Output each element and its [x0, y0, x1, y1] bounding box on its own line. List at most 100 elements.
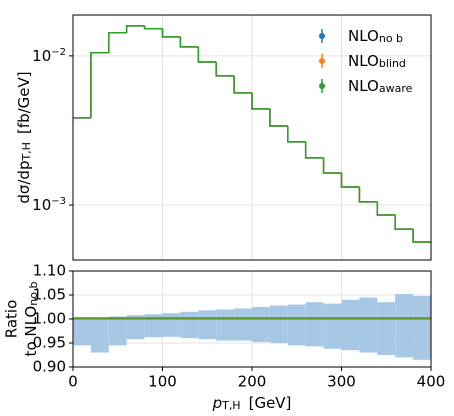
step: [179, 36, 199, 48]
step: [358, 187, 378, 203]
tick-base: 10: [32, 46, 51, 64]
y-axis-label: dσ/dpT,H [fb/GeV]: [15, 71, 34, 203]
x-tick-label: 0: [68, 373, 78, 391]
legend-label: NLOaware: [348, 77, 413, 96]
step: [394, 215, 414, 230]
step: [322, 157, 342, 174]
y-label-main: dσ/dp: [15, 161, 33, 204]
step: [394, 215, 414, 230]
uncertainty-band: [73, 317, 91, 346]
step: [304, 141, 324, 159]
uncertainty-band: [162, 313, 181, 337]
step: [233, 75, 252, 94]
subscript: no b: [27, 282, 40, 306]
legend-marker: [319, 58, 325, 64]
step: [322, 157, 342, 174]
tick-base: 10: [32, 196, 51, 214]
legend-label: NLOblind: [348, 52, 406, 71]
uncertainty-band: [90, 317, 109, 353]
step: [340, 172, 360, 188]
subscript: T,H: [221, 399, 241, 412]
step: [161, 28, 181, 38]
step: [125, 25, 145, 33]
step: [394, 215, 414, 230]
step: [125, 25, 145, 33]
plot-frame: [72, 14, 432, 261]
step: [108, 31, 127, 53]
step: [215, 61, 235, 77]
ratio-label-main: to NLO: [22, 306, 40, 357]
legend-marker: [319, 83, 325, 89]
y-tick-label: 0.90: [33, 358, 66, 376]
subscript: blind: [379, 57, 406, 70]
y-tick-label: 1.05: [33, 286, 66, 304]
legend-label: NLOno b: [348, 27, 403, 46]
uncertainty-band: [180, 311, 199, 339]
uncertainty-band: [323, 303, 342, 349]
step: [304, 141, 324, 159]
uncertainty-band: [287, 304, 306, 346]
x-tick-label: 200: [238, 373, 267, 391]
tick-exponent: −2: [51, 47, 66, 58]
step: [287, 125, 306, 143]
step: [376, 201, 396, 216]
x-label-unit: [GeV]: [249, 394, 292, 412]
y-tick-label: 1.10: [33, 262, 66, 280]
uncertainty-band: [269, 305, 288, 343]
uncertainty-band: [216, 309, 235, 341]
y-tick-label: 1.00: [33, 310, 66, 328]
step: [304, 141, 324, 159]
step: [108, 31, 127, 53]
x-label-main: p: [212, 394, 223, 412]
uncertainty-band: [341, 299, 360, 351]
step: [197, 46, 217, 63]
step: [179, 36, 199, 48]
subscript: aware: [379, 82, 413, 95]
step: [376, 201, 396, 216]
step: [233, 75, 252, 94]
step: [143, 25, 163, 30]
ratio-y-label: Ratio: [3, 300, 21, 339]
step: [90, 51, 109, 118]
tick-exponent: −3: [51, 196, 66, 207]
step: [251, 92, 270, 110]
uncertainty-band: [305, 302, 324, 347]
x-tick-label: 400: [417, 373, 446, 391]
step: [161, 28, 181, 38]
step: [322, 157, 342, 174]
step: [340, 172, 360, 188]
step: [269, 108, 288, 127]
step: [90, 51, 109, 118]
uncertainty-band: [377, 302, 396, 355]
step: [251, 92, 270, 110]
uncertainty-band: [395, 294, 414, 358]
step: [179, 36, 199, 48]
step: [340, 172, 360, 188]
legend-name: NLO: [348, 77, 379, 95]
uncertainty-band: [413, 295, 431, 360]
x-tick-label: 300: [327, 373, 356, 391]
subscript: no b: [379, 32, 403, 45]
step: [215, 61, 235, 77]
step: [412, 229, 431, 243]
step: [197, 46, 217, 63]
y-label-unit: [fb/GeV]: [15, 71, 33, 134]
y-tick-label: 10−2: [32, 46, 66, 64]
step: [269, 108, 288, 127]
step: [125, 25, 145, 33]
plot-frame: [72, 270, 432, 368]
step: [90, 51, 109, 118]
y-tick-label: 0.95: [33, 334, 66, 352]
step: [358, 187, 378, 203]
step: [251, 92, 270, 110]
step: [269, 108, 288, 127]
subscript: T,H: [20, 142, 33, 162]
legend-name: NLO: [348, 27, 379, 45]
step: [215, 61, 235, 77]
step: [358, 187, 378, 203]
step: [412, 229, 431, 243]
x-axis-label: pT,H [GeV]: [212, 394, 292, 413]
step: [287, 125, 306, 143]
uncertainty-band: [126, 315, 145, 340]
